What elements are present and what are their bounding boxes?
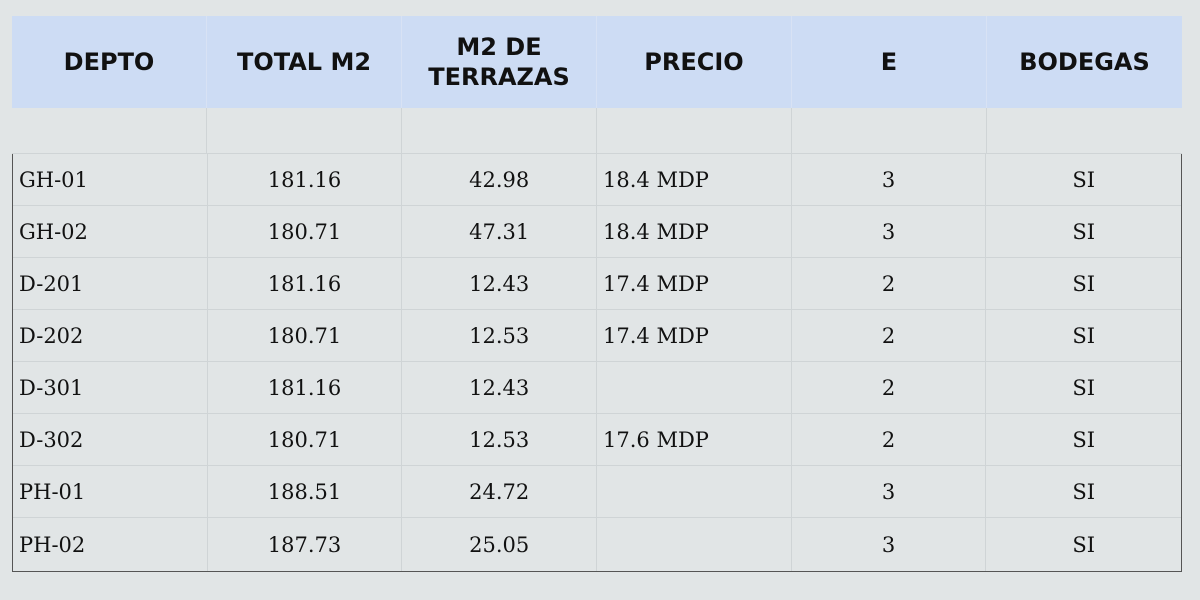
cell-e: 3 <box>792 206 987 257</box>
cell-bodegas: SI <box>1072 167 1096 192</box>
header-m2-terrazas: M2 DE TERRAZAS <box>402 16 597 108</box>
cell-bodegas: SI <box>1072 323 1096 348</box>
header-total-m2: TOTAL M2 <box>207 16 402 108</box>
cell-m2-terrazas: 25.05 <box>402 518 598 571</box>
header-depto: DEPTO <box>12 16 207 108</box>
header-precio: PRECIO <box>597 16 792 108</box>
cell-precio: 17.6 MDP <box>597 414 792 465</box>
cell-m2-terrazas: 47.31 <box>402 206 598 257</box>
cell-bodegas: SI <box>1072 219 1096 244</box>
cell-e: 3 <box>792 154 987 205</box>
cell-total-m2: 181.16 <box>208 362 403 413</box>
cell-e: 2 <box>792 414 987 465</box>
table-row: D-202 180.71 12.53 17.4 MDP 2 SI <box>13 310 1181 362</box>
cell-e: 2 <box>792 362 987 413</box>
table-row: D-301 181.16 12.43 2 SI <box>13 362 1181 414</box>
cell-m2-terrazas: 12.53 <box>402 414 598 465</box>
cell-precio <box>597 362 792 413</box>
table-row: GH-01 181.16 42.98 18.4 MDP 3 SI <box>13 154 1181 206</box>
blank-cell <box>597 108 792 154</box>
blank-cell <box>987 108 1182 154</box>
cell-total-m2: 180.71 <box>208 206 403 257</box>
cell-depto: PH-01 <box>13 466 208 517</box>
cell-bodegas: SI <box>1072 271 1096 296</box>
table-row: PH-02 187.73 25.05 3 SI <box>13 518 1181 571</box>
cell-depto: GH-01 <box>13 154 208 205</box>
table-row: D-302 180.71 12.53 17.6 MDP 2 SI <box>13 414 1181 466</box>
cell-depto: D-202 <box>13 310 208 361</box>
cell-precio <box>597 466 792 517</box>
cell-total-m2: 181.16 <box>208 258 403 309</box>
cell-precio: 17.4 MDP <box>597 258 792 309</box>
cell-bodegas: SI <box>1072 479 1096 504</box>
cell-m2-terrazas: 12.43 <box>402 362 598 413</box>
table-row: D-201 181.16 12.43 17.4 MDP 2 SI <box>13 258 1181 310</box>
cell-depto: D-301 <box>13 362 208 413</box>
cell-m2-terrazas: 12.43 <box>402 258 598 309</box>
units-table: DEPTO TOTAL M2 M2 DE TERRAZAS PRECIO E B… <box>12 16 1182 572</box>
cell-depto: D-302 <box>13 414 208 465</box>
table-header-row: DEPTO TOTAL M2 M2 DE TERRAZAS PRECIO E B… <box>12 16 1182 108</box>
cell-precio: 18.4 MDP <box>597 154 792 205</box>
cell-m2-terrazas: 42.98 <box>402 154 598 205</box>
blank-cell <box>207 108 402 154</box>
blank-cell <box>12 108 207 154</box>
cell-total-m2: 187.73 <box>208 518 403 571</box>
blank-row <box>12 108 1182 154</box>
table-row: GH-02 180.71 47.31 18.4 MDP 3 SI <box>13 206 1181 258</box>
cell-bodegas: SI <box>1072 427 1096 452</box>
cell-depto: D-201 <box>13 258 208 309</box>
table-row: PH-01 188.51 24.72 3 SI <box>13 466 1181 518</box>
cell-total-m2: 180.71 <box>208 310 403 361</box>
cell-e: 2 <box>792 258 987 309</box>
cell-m2-terrazas: 12.53 <box>402 310 598 361</box>
cell-depto: PH-02 <box>13 518 208 571</box>
cell-bodegas: SI <box>1072 532 1096 557</box>
cell-precio <box>597 518 792 571</box>
cell-precio: 17.4 MDP <box>597 310 792 361</box>
header-e: E <box>792 16 987 108</box>
cell-bodegas: SI <box>1072 375 1096 400</box>
cell-depto: GH-02 <box>13 206 208 257</box>
header-bodegas: BODEGAS <box>1019 48 1150 76</box>
blank-cell <box>792 108 987 154</box>
cell-m2-terrazas: 24.72 <box>402 466 598 517</box>
cell-e: 3 <box>792 518 987 571</box>
blank-cell <box>402 108 597 154</box>
cell-total-m2: 180.71 <box>208 414 403 465</box>
cell-total-m2: 181.16 <box>208 154 403 205</box>
table-body: GH-01 181.16 42.98 18.4 MDP 3 SI GH-02 1… <box>12 154 1182 572</box>
cell-precio: 18.4 MDP <box>597 206 792 257</box>
cell-total-m2: 188.51 <box>208 466 403 517</box>
cell-e: 3 <box>792 466 987 517</box>
cell-e: 2 <box>792 310 987 361</box>
